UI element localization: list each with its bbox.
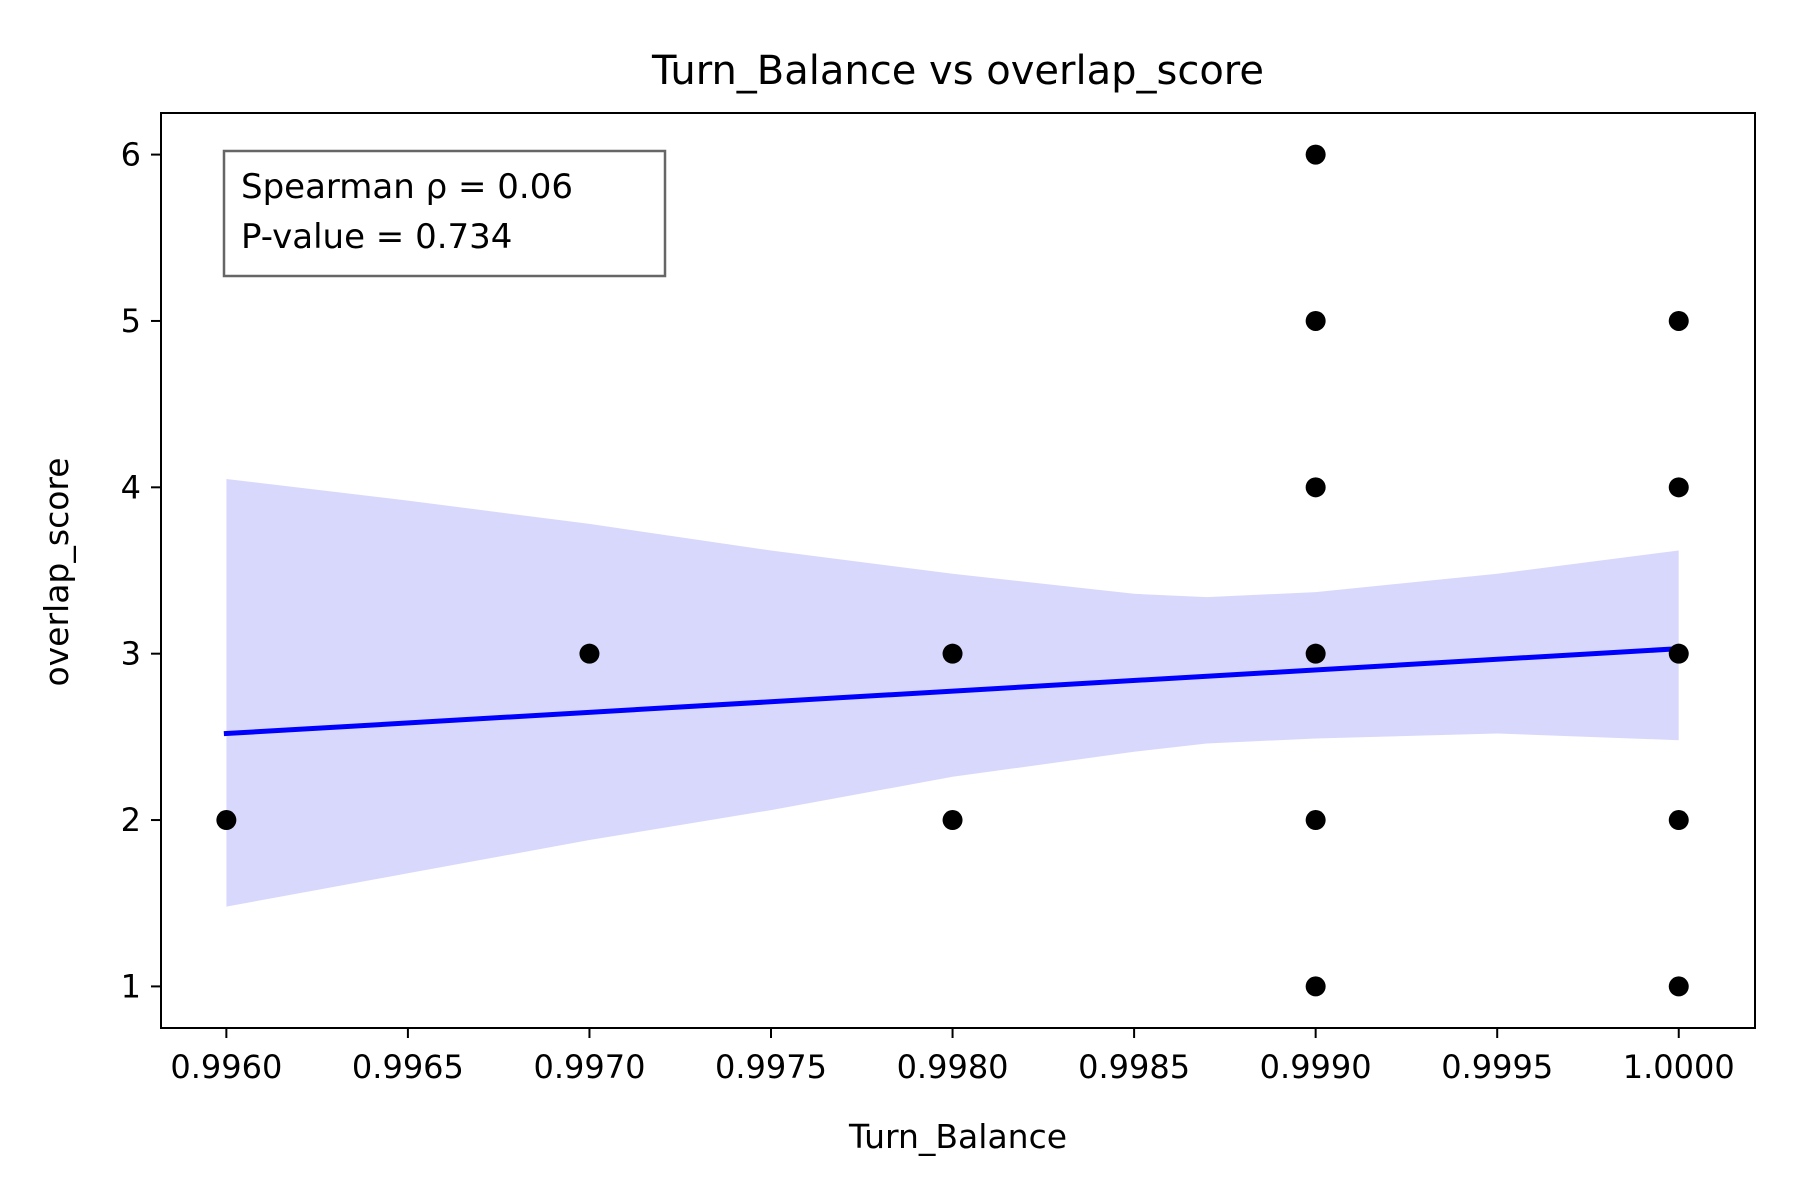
x-axis: 0.9960 0.9965 0.9970 0.9975 0.9980 0.9985 0.99… xyxy=(170,1028,1735,1086)
y-axis: 1 2 3 4 5 6 xyxy=(121,136,161,1005)
x-tick-label: 0.9960 xyxy=(170,1048,282,1086)
y-tick-label: 5 xyxy=(121,302,141,340)
y-tick-label: 4 xyxy=(121,468,141,506)
data-point xyxy=(216,810,237,831)
p-value-text: P-value = 0.734 xyxy=(241,217,512,257)
y-tick-label: 1 xyxy=(121,967,141,1005)
stats-annotation-box xyxy=(222,149,667,278)
data-point xyxy=(1668,976,1689,997)
data-point xyxy=(1305,144,1326,165)
data-point xyxy=(942,810,963,831)
plot-area xyxy=(216,144,1689,997)
y-axis-label: overlap_score xyxy=(37,457,76,686)
x-tick-label: 1.0000 xyxy=(1623,1048,1735,1086)
data-point xyxy=(1305,643,1326,664)
regression-line xyxy=(223,646,1682,737)
y-tick-label: 6 xyxy=(121,136,141,174)
x-tick-label: 0.9985 xyxy=(1078,1048,1190,1086)
data-point xyxy=(942,643,963,664)
data-point xyxy=(1668,810,1689,831)
axes-frame xyxy=(160,112,1756,1029)
x-tick-label: 0.9995 xyxy=(1441,1048,1553,1086)
x-tick-label: 0.9990 xyxy=(1260,1048,1372,1086)
stats-annotation: Spearman ρ = 0.06 P-value = 0.734 xyxy=(222,149,667,278)
data-point xyxy=(579,643,600,664)
data-point xyxy=(1305,976,1326,997)
x-tick-label: 0.9975 xyxy=(715,1048,827,1086)
y-tick-label: 2 xyxy=(121,801,141,839)
data-point xyxy=(1668,477,1689,498)
data-point xyxy=(1668,310,1689,331)
data-point xyxy=(1668,643,1689,664)
x-tick-label: 0.9980 xyxy=(897,1048,1009,1086)
x-axis-label: Turn_Balance xyxy=(848,1117,1067,1156)
data-point xyxy=(1305,810,1326,831)
data-point xyxy=(1305,477,1326,498)
spearman-text: Spearman ρ = 0.06 xyxy=(241,167,573,207)
chart-title: Turn_Balance vs overlap_score xyxy=(651,48,1264,94)
data-point xyxy=(1305,310,1326,331)
x-tick-label: 0.9970 xyxy=(533,1048,645,1086)
y-tick-label: 3 xyxy=(121,635,141,673)
x-tick-label: 0.9965 xyxy=(352,1048,464,1086)
